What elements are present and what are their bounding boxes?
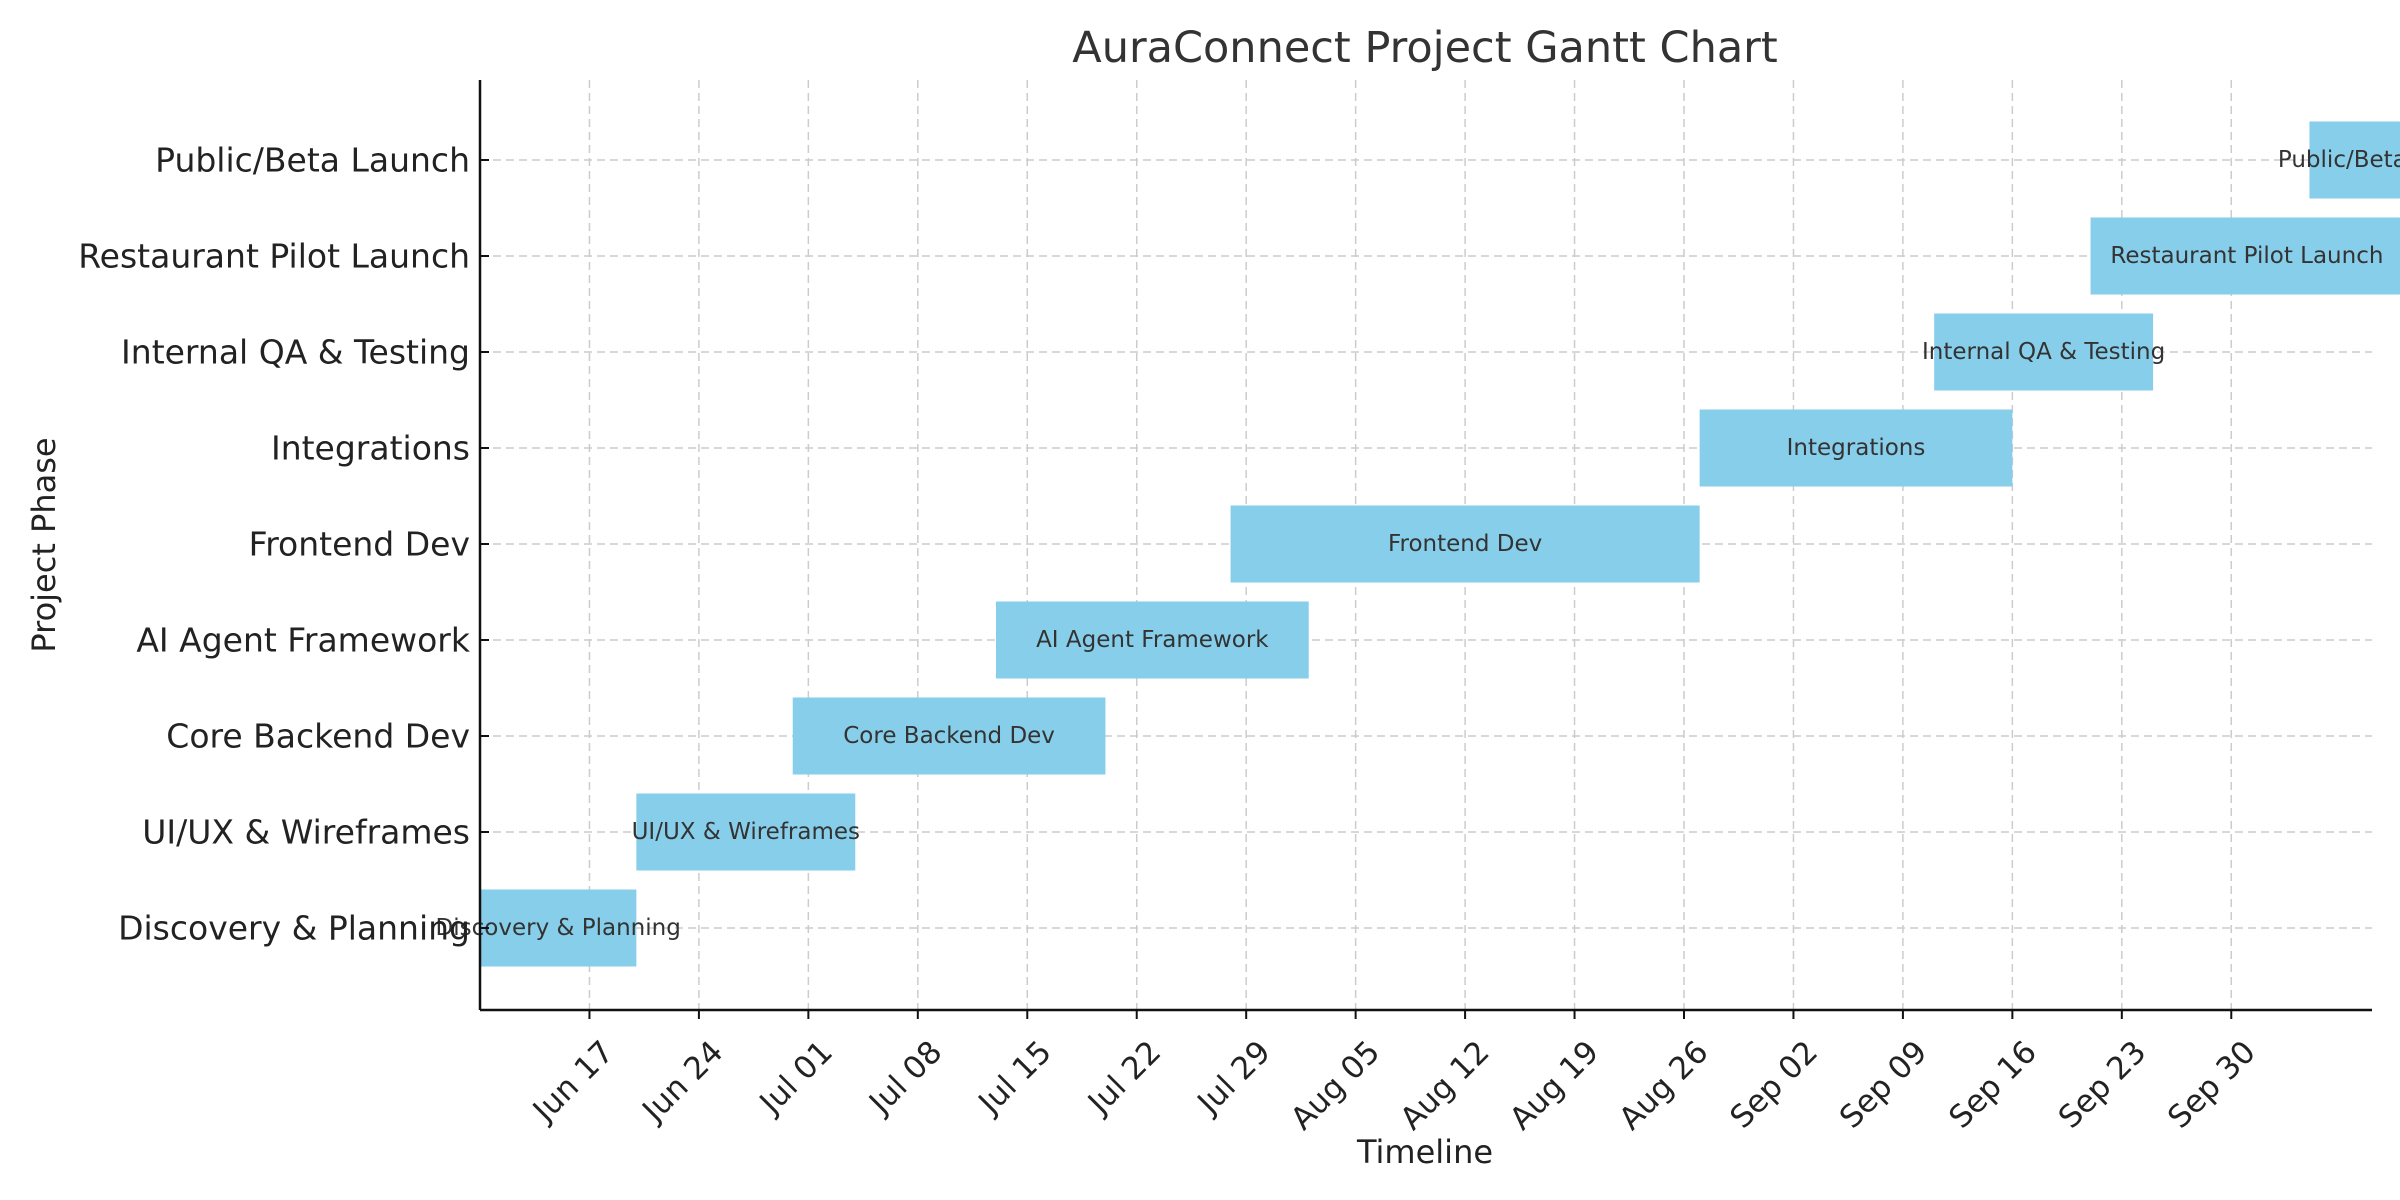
x-tick-label: Jul 15 xyxy=(971,1034,1059,1122)
x-tick-label: Sep 23 xyxy=(2052,1034,2154,1136)
bar-label: Core Backend Dev xyxy=(843,723,1055,749)
gantt-bar xyxy=(2090,217,2400,295)
bars-layer xyxy=(480,121,2400,967)
bar-labels-layer: Discovery & Planning UI/UX & Wireframes Co… xyxy=(436,147,2400,941)
y-ticks-layer: Discovery & Planning UI/UX & Wireframes Co… xyxy=(78,141,489,948)
y-tick-label: Public/Beta Launch xyxy=(155,141,470,180)
gantt-bar xyxy=(1230,505,1700,583)
y-tick-label: Core Backend Dev xyxy=(166,717,470,756)
bar-label: Frontend Dev xyxy=(1388,531,1542,557)
y-tick-label: Internal QA & Testing xyxy=(121,333,470,372)
y-tick-label: Frontend Dev xyxy=(249,525,470,564)
gantt-bar xyxy=(1699,409,2013,487)
x-tick-label: Aug 05 xyxy=(1284,1034,1387,1137)
bar-label: AI Agent Framework xyxy=(1036,627,1269,653)
x-tick-label: Aug 12 xyxy=(1393,1034,1496,1137)
x-tick-label: Jul 01 xyxy=(752,1034,840,1122)
gantt-bar xyxy=(1934,313,2154,391)
y-axis-title: Project Phase xyxy=(25,437,63,652)
y-tick-label: AI Agent Framework xyxy=(136,621,471,660)
x-tick-label: Sep 16 xyxy=(1942,1034,2044,1136)
y-tick-label: UI/UX & Wireframes xyxy=(142,813,470,852)
gantt-bar xyxy=(480,889,637,967)
x-tick-label: Aug 26 xyxy=(1612,1034,1715,1137)
bar-label: Discovery & Planning xyxy=(436,915,681,941)
bar-label: Restaurant Pilot Launch xyxy=(2110,243,2383,269)
x-tick-label: Sep 30 xyxy=(2161,1034,2263,1136)
gantt-bar xyxy=(996,601,1309,679)
chart-title: AuraConnect Project Gantt Chart xyxy=(1072,23,1777,73)
x-axis-title: Timeline xyxy=(1356,1133,1493,1171)
x-tick-label: Sep 02 xyxy=(1723,1034,1825,1136)
y-tick-label: Integrations xyxy=(271,429,470,468)
bar-label: UI/UX & Wireframes xyxy=(632,819,860,845)
x-tick-label: Jul 22 xyxy=(1080,1034,1168,1122)
x-tick-label: Jun 17 xyxy=(525,1034,621,1130)
y-tick-label: Discovery & Planning xyxy=(118,909,470,948)
bar-label: Public/Beta Launch xyxy=(2278,147,2400,173)
bar-label: Integrations xyxy=(1787,435,1926,461)
x-tick-label: Aug 19 xyxy=(1503,1034,1606,1137)
bar-label: Internal QA & Testing xyxy=(1922,339,2165,365)
x-tick-label: Jul 29 xyxy=(1190,1034,1278,1122)
x-tick-label: Jun 24 xyxy=(634,1034,730,1130)
x-tick-label: Jul 08 xyxy=(861,1034,949,1122)
y-tick-label: Restaurant Pilot Launch xyxy=(78,237,470,276)
gantt-bar xyxy=(792,697,1106,775)
x-ticks-layer: Jun 17 Jun 24 Jul 01 Jul 08 Jul 15 Jul 22 Jul … xyxy=(525,1010,2263,1137)
gantt-bar xyxy=(2309,121,2400,199)
gantt-bar xyxy=(636,793,856,871)
x-tick-label: Sep 09 xyxy=(1833,1034,1935,1136)
